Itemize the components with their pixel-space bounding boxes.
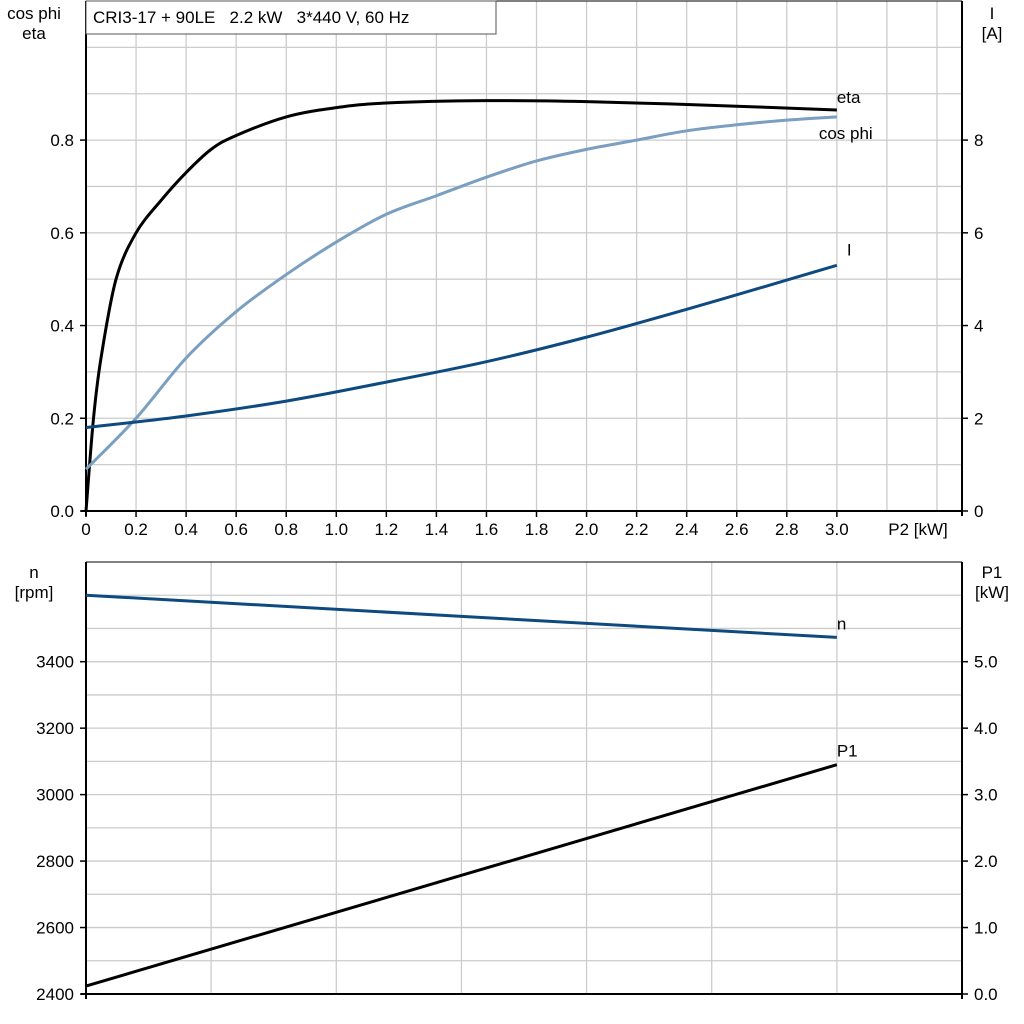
series-eta-line [84, 99, 837, 512]
x-tick-label: 2.4 [675, 520, 699, 539]
bottom-left-tick-label: 3200 [36, 719, 74, 738]
series-p1-line [85, 763, 838, 988]
top-right-axis-label: [A] [982, 24, 1003, 43]
bottom-left-tick-label: 3400 [36, 653, 74, 672]
x-tick-label: 0.2 [124, 520, 148, 539]
bottom-left-tick-label: 2800 [36, 852, 74, 871]
bottom-right-axis-label: [kW] [975, 583, 1009, 602]
top-left-axis-label: eta [22, 24, 46, 43]
top-right-tick-label: 4 [974, 317, 983, 336]
top-right-tick-label: 8 [974, 131, 983, 150]
bottom-right-tick-label: 4.0 [974, 719, 998, 738]
x-tick-label: 2.8 [775, 520, 799, 539]
bottom-left-axis-label: [rpm] [15, 583, 54, 602]
top-right-tick-label: 0 [974, 502, 983, 521]
bottom-left-tick-label: 2600 [36, 919, 74, 938]
bottom-right-tick-label: 3.0 [974, 786, 998, 805]
top-right-tick-label: 2 [974, 409, 983, 428]
top-right-tick-label: 6 [974, 224, 983, 243]
top-right-axis-label: I [990, 4, 995, 23]
x-tick-label: 0.8 [274, 520, 298, 539]
series-eta-label: eta [837, 88, 861, 107]
x-tick-label: 1.0 [324, 520, 348, 539]
x-tick-label: 0.6 [224, 520, 248, 539]
title-box [85, 0, 497, 35]
top-left-axis-label: cos phi [7, 4, 61, 23]
bottom-right-tick-label: 2.0 [974, 852, 998, 871]
series-n-line [85, 593, 837, 639]
x-tick-label: 1.2 [375, 520, 399, 539]
bottom-left-axis-label: n [29, 563, 38, 582]
top-left-tick-label: 0.6 [50, 224, 74, 243]
top-left-tick-label: 0.4 [50, 317, 74, 336]
bottom-left-tick-label: 3000 [36, 786, 74, 805]
chart-title: CRI3-17 + 90LE 2.2 kW 3*440 V, 60 Hz [93, 8, 409, 27]
x-tick-label: 0 [81, 520, 90, 539]
x-tick-label: 1.8 [525, 520, 549, 539]
top-left-tick-label: 0.2 [50, 409, 74, 428]
x-tick-label: 1.4 [425, 520, 449, 539]
x-tick-label: 1.6 [475, 520, 499, 539]
bottom-right-tick-label: 5.0 [974, 653, 998, 672]
x-tick-label: 3.0 [825, 520, 849, 539]
x-tick-label: 2.2 [625, 520, 649, 539]
x-tick-label: 2.0 [575, 520, 599, 539]
series-i-label: I [847, 240, 852, 259]
bottom-right-tick-label: 0.0 [974, 985, 998, 1004]
series-n-label: n [837, 614, 846, 633]
top-left-tick-label: 0.0 [50, 502, 74, 521]
series-p1-label: P1 [837, 742, 858, 761]
bottom-right-axis-label: P1 [982, 563, 1003, 582]
bottom-left-tick-label: 2400 [36, 985, 74, 1004]
x-axis-label: P2 [kW] [888, 520, 948, 539]
series-cos-phi-line [84, 115, 837, 471]
series-i-line [85, 263, 838, 430]
series-cos-phi-label: cos phi [819, 124, 873, 143]
x-tick-label: 0.4 [174, 520, 198, 539]
bottom-right-tick-label: 1.0 [974, 919, 998, 938]
x-tick-label: 2.6 [725, 520, 749, 539]
top-left-tick-label: 0.8 [50, 131, 74, 150]
